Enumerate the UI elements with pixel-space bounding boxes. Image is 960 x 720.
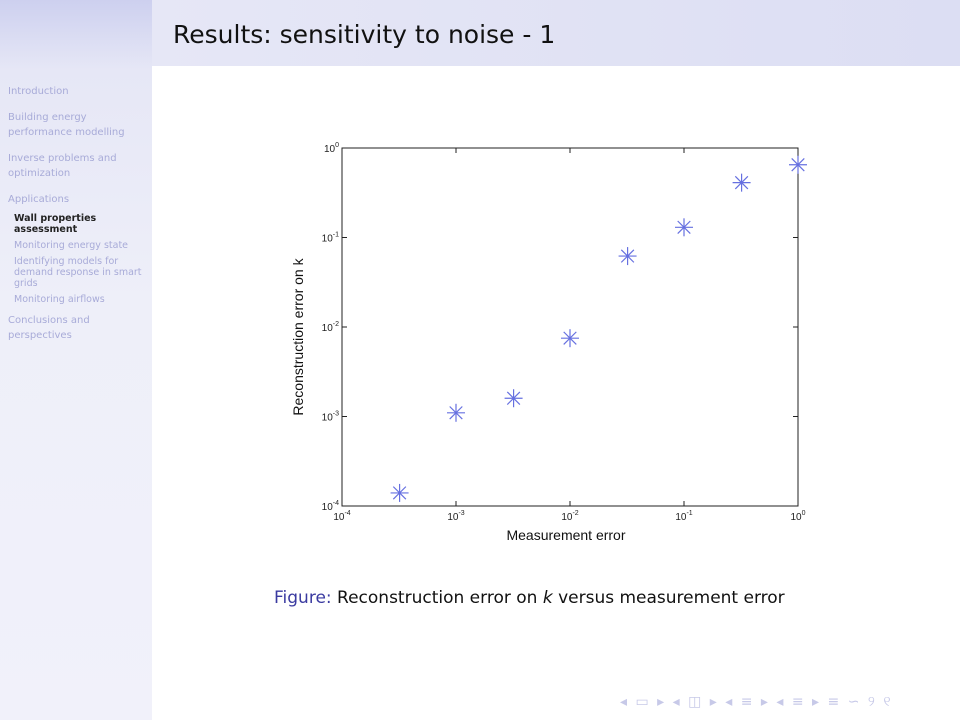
caption-label: Figure: [274,588,332,608]
scatter-chart: 10-4 10-3 10-2 10-1 100 10-4 10-3 10-2 10-1 100 Me… [290,142,807,543]
x-tick-label: 10-1 [675,510,692,523]
x-tick-label: 10-4 [333,510,350,523]
figure-caption: Figure: Reconstruction error on k versus… [274,588,785,608]
y-tick-label: 10-3 [322,411,339,424]
caption-text-after: versus measurement error [552,588,785,608]
beamer-navigation-icons[interactable]: ◂ ▭ ▸ ◂ ◫ ▸ ◂ ≡ ▸ ◂ ≡ ▸ ≡ ∽ ୨ ୧ [620,694,893,710]
nav-subsection[interactable]: Monitoring energy state [14,240,129,251]
outline-nav: Introduction Building energy performance … [8,84,148,354]
nav-section[interactable]: Inverse problems and optimization [8,153,117,179]
nav-section[interactable]: Building energy performance modelling [8,112,125,138]
nav-section[interactable]: Applications [8,194,70,205]
y-tick-label: 100 [324,142,339,155]
data-point [390,483,409,502]
nav-section[interactable]: Conclusions and perspectives [8,315,90,341]
nav-section[interactable]: Introduction [8,86,69,97]
data-point [789,155,807,174]
data-point [447,403,465,422]
x-axis-label: Measurement error [506,527,625,543]
caption-symbol: k [542,588,553,608]
data-point [561,329,579,348]
x-tick-label: 10-2 [561,510,578,523]
y-axis-label: Reconstruction error on k [290,257,306,415]
x-tick-label: 10-3 [447,510,464,523]
nav-subsection-list: Wall properties assessment Monitoring ene… [14,213,148,305]
sidebar: Introduction Building energy performance … [0,0,152,720]
frame-title-bar [152,0,960,66]
slide-title: Results: sensitivity to noise - 1 [173,20,556,49]
x-tick-label: 100 [790,510,805,523]
data-point [618,247,637,266]
data-point [675,218,693,237]
nav-subsection[interactable]: Monitoring airflows [14,294,105,305]
y-tick-label: 10-2 [322,321,339,334]
caption-text-before: Reconstruction error on [337,588,543,608]
data-point [504,389,523,408]
y-tick-label: 10-4 [322,500,339,513]
nav-subsection[interactable]: Identifying models for demand response i… [14,256,142,289]
nav-subsection[interactable]: Wall properties assessment [14,213,97,235]
plot-frame [341,147,799,507]
y-tick-label: 10-1 [322,232,339,245]
data-point [732,173,751,192]
